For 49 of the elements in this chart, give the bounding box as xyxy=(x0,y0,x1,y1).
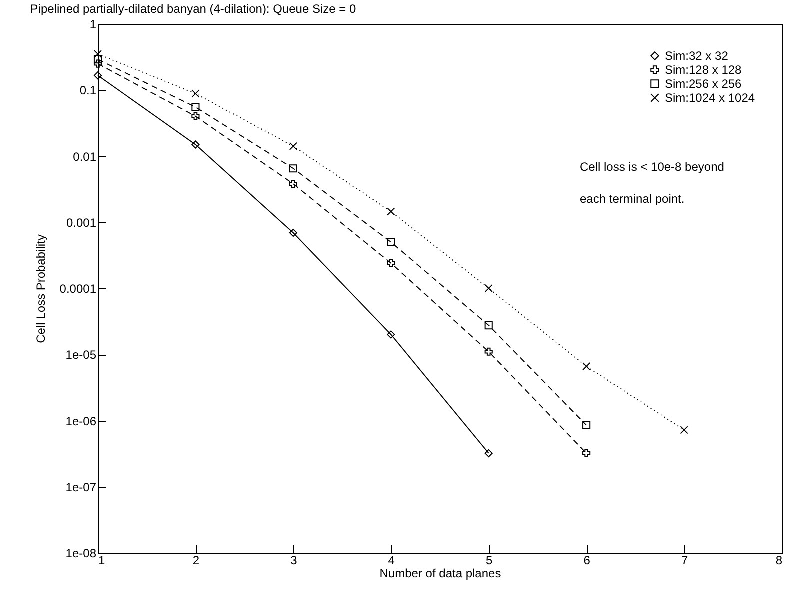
x-tick-label: 4 xyxy=(388,554,396,568)
y-tick-label: 1e-06 xyxy=(66,414,97,428)
annotation: Cell loss is < 10e-8 beyond xyxy=(580,160,724,174)
y-tick-label: 0.1 xyxy=(80,84,97,98)
point xyxy=(680,426,688,434)
point xyxy=(192,140,200,149)
y-tick-label: 1e-05 xyxy=(66,348,97,362)
point xyxy=(387,208,396,216)
x-tick-label: 7 xyxy=(681,554,688,568)
point xyxy=(94,56,102,64)
y-tick-label: 1 xyxy=(90,18,97,32)
y-axis-title: Cell Loss Probability xyxy=(34,234,48,344)
point xyxy=(484,322,493,330)
point xyxy=(582,362,591,371)
y-tick-label: 0.001 xyxy=(66,216,97,230)
point xyxy=(484,284,493,293)
point xyxy=(289,142,298,150)
chart-title: Pipelined partially-dilated banyan (4-dilation): Queue Size = 0 xyxy=(30,2,356,16)
legend-label: Sim:32 x 32 xyxy=(665,49,729,63)
x-tick-label: 5 xyxy=(486,554,494,568)
y-tick-label: 1e-08 xyxy=(66,546,97,560)
point xyxy=(192,103,200,112)
point xyxy=(289,228,298,238)
point xyxy=(94,72,102,80)
y-tick-label: 0.0001 xyxy=(60,282,97,296)
point xyxy=(289,180,298,188)
y-tick-label: 0.01 xyxy=(73,150,97,164)
point xyxy=(289,164,298,173)
point xyxy=(484,348,493,356)
y-tick-label: 1e-07 xyxy=(66,480,97,494)
point xyxy=(387,330,396,339)
point xyxy=(387,238,396,246)
point xyxy=(192,112,200,120)
legend-label: Sim:128 x 128 xyxy=(665,63,742,77)
legend-label: Sim:256 x 256 xyxy=(665,77,742,91)
x-tick-label: 1 xyxy=(98,554,106,568)
x-tick-label: 2 xyxy=(192,554,200,568)
point xyxy=(484,449,493,458)
annotation: each terminal point. xyxy=(580,192,685,206)
point xyxy=(94,60,102,68)
point xyxy=(582,421,591,430)
x-tick-label: 3 xyxy=(290,554,298,568)
point xyxy=(582,449,591,458)
x-tick-label: 6 xyxy=(584,554,591,568)
point xyxy=(387,259,396,268)
x-axis-title: Number of data planes xyxy=(380,566,502,580)
point xyxy=(192,90,200,98)
legend-label: Sim:1024 x 1024 xyxy=(665,91,756,105)
x-tick-label: 8 xyxy=(776,554,783,568)
